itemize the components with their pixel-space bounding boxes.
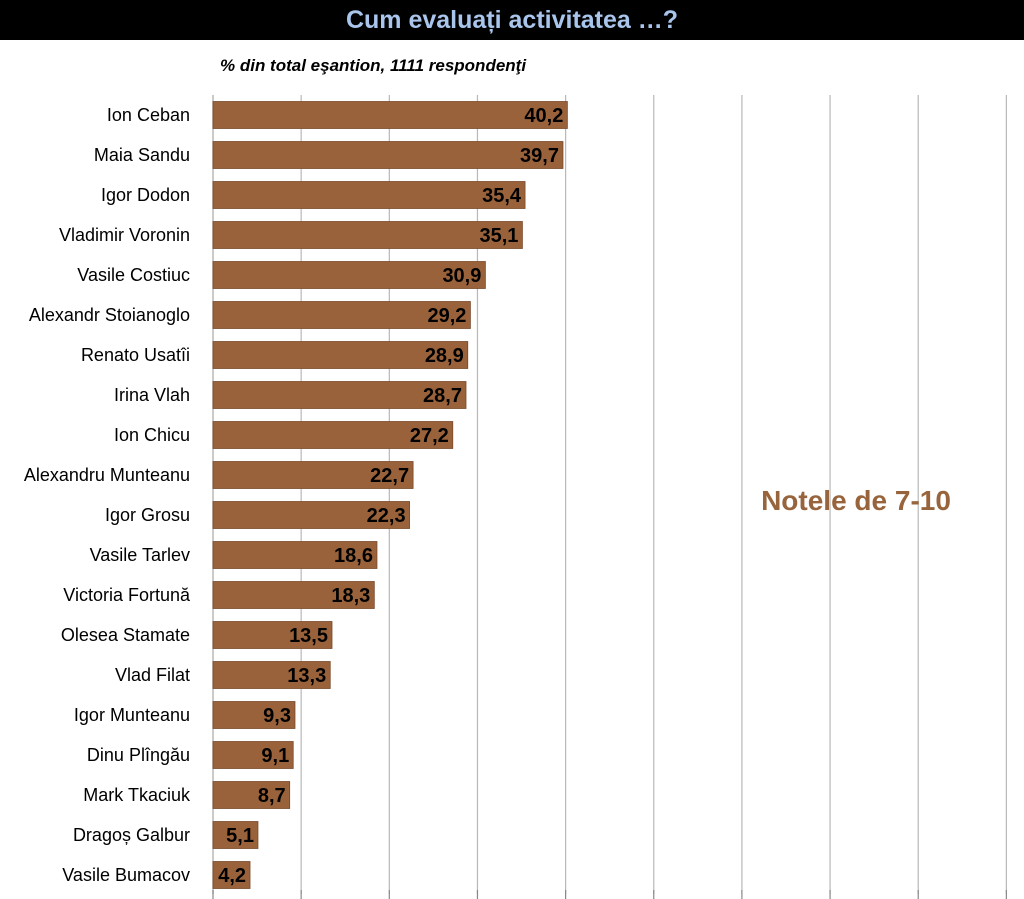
category-label: Vladimir Voronin — [59, 225, 190, 245]
data-label: 13,5 — [289, 625, 328, 647]
bars-layer — [212, 101, 568, 889]
bar — [212, 501, 410, 529]
chart-title: Cum evaluați activitatea …? — [345, 5, 679, 34]
bar — [212, 701, 296, 729]
data-label: 18,3 — [331, 585, 370, 607]
category-label: Alexandru Munteanu — [24, 465, 190, 485]
category-label: Victoria Fortună — [63, 585, 191, 605]
category-label: Vasile Costiuc — [77, 265, 190, 285]
data-label: 28,9 — [425, 345, 464, 367]
category-label: Dragoș Galbur — [73, 825, 190, 845]
category-label: Ion Ceban — [107, 105, 190, 125]
bar — [212, 861, 251, 889]
category-label: Renato Usatîi — [81, 345, 190, 365]
category-label: Maia Sandu — [94, 145, 190, 165]
data-label: 22,7 — [370, 465, 409, 487]
data-label: 35,4 — [482, 185, 522, 207]
bar — [212, 181, 526, 209]
bar — [212, 581, 375, 609]
data-label: 30,9 — [442, 265, 481, 287]
bar — [212, 341, 469, 369]
bar — [212, 621, 333, 649]
category-label: Vasile Tarlev — [90, 545, 190, 565]
data-label: 27,2 — [410, 425, 449, 447]
bar — [212, 301, 471, 329]
category-label: Alexandr Stoianoglo — [29, 305, 190, 325]
bar — [212, 461, 414, 489]
bar — [212, 661, 331, 689]
data-label: 28,7 — [423, 385, 462, 407]
data-label: 29,2 — [427, 305, 466, 327]
data-label: 35,1 — [479, 225, 518, 247]
labels-layer: Ion Ceban 40,2 Maia Sandu 39,7 Igor Dodon 35,… — [24, 105, 563, 887]
category-label: Mark Tkaciuk — [83, 785, 191, 805]
bar — [212, 741, 294, 769]
bar — [212, 781, 291, 809]
data-label: 13,3 — [287, 665, 326, 687]
bar — [212, 141, 564, 169]
category-label: Ion Chicu — [114, 425, 190, 445]
data-label: 18,6 — [334, 545, 373, 567]
chart-subtitle: % din total eşantion, 1111 respondenţi — [220, 56, 527, 75]
category-label: Olesea Stamate — [61, 625, 190, 645]
bar — [212, 221, 523, 249]
data-label: 9,3 — [263, 705, 291, 727]
category-label: Igor Grosu — [105, 505, 190, 525]
data-label: 8,7 — [258, 785, 286, 807]
data-label: 40,2 — [524, 105, 563, 127]
bar — [212, 421, 454, 449]
category-label: Igor Dodon — [101, 185, 190, 205]
data-label: 22,3 — [367, 505, 406, 527]
category-label: Irina Vlah — [114, 385, 190, 405]
data-label: 5,1 — [226, 825, 254, 847]
data-label: 9,1 — [261, 745, 289, 767]
category-label: Igor Munteanu — [74, 705, 190, 725]
data-label: 4,2 — [218, 865, 246, 887]
data-label: 39,7 — [520, 145, 559, 167]
category-label: Dinu Plîngău — [87, 745, 190, 765]
bar — [212, 261, 486, 289]
bar — [212, 821, 259, 849]
title-bar: Cum evaluați activitatea …? — [0, 0, 1024, 40]
category-label: Vasile Bumacov — [62, 865, 190, 885]
bar — [212, 381, 467, 409]
chart-annotation: Notele de 7-10 — [761, 485, 951, 516]
bar — [212, 101, 568, 129]
bar — [212, 541, 378, 569]
category-label: Vlad Filat — [115, 665, 190, 685]
